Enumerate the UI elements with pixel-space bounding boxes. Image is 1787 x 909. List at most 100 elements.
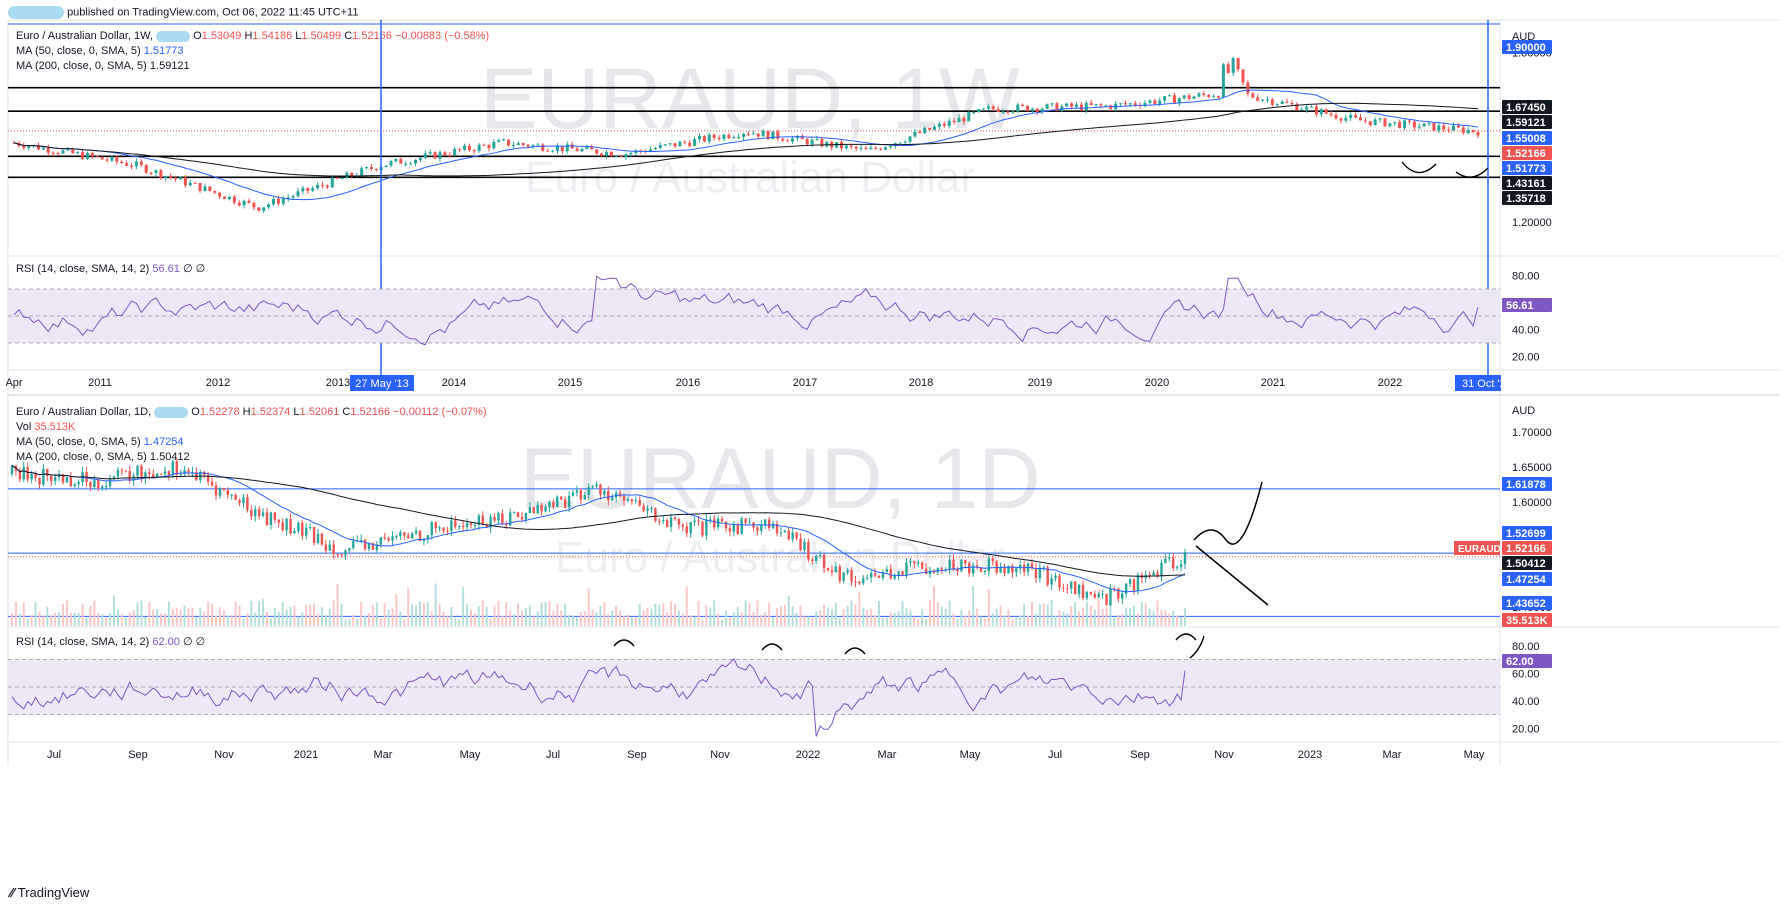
daily-price-tick: 1.45000	[1512, 602, 1552, 614]
daily-volume-bar	[925, 619, 928, 626]
daily-volume-bar	[999, 605, 1002, 626]
weekly-rsi-legend[interactable]: RSI (14, close, SMA, 14, 2) 56.61 ∅ ∅	[16, 263, 206, 275]
weekly-time-label: 2018	[909, 377, 933, 389]
daily-legend-symbol[interactable]: Euro / Australian Dollar, 1D, O1.52278 H…	[16, 406, 487, 418]
daily-volume-bar	[658, 604, 661, 626]
daily-candle-body	[250, 509, 253, 517]
daily-candle-body	[552, 502, 555, 507]
daily-volume-bar	[140, 600, 143, 626]
daily-vol-legend[interactable]: Vol 35.513K	[16, 421, 76, 433]
daily-candle-body	[826, 567, 830, 571]
daily-candle-body	[516, 512, 520, 517]
weekly-candle-body	[879, 148, 883, 150]
daily-candle-body	[336, 553, 339, 555]
daily-volume-bar	[583, 611, 586, 626]
daily-candle-body	[869, 573, 873, 578]
footer-brand[interactable]: ⁄⁄ TradingView	[10, 885, 90, 900]
daily-candle-body	[1117, 588, 1120, 599]
weekly-candle-body	[981, 108, 985, 110]
weekly-candle-body	[1246, 82, 1250, 94]
daily-candle-body	[764, 519, 767, 525]
daily-volume-bar	[1164, 610, 1167, 626]
daily-volume-bar	[779, 606, 782, 626]
weekly-candle-body	[781, 138, 785, 141]
weekly-candle-body	[316, 184, 320, 189]
daily-candle-body	[301, 522, 304, 536]
daily-candle-body	[246, 497, 249, 510]
daily-candle-body	[563, 499, 567, 508]
daily-volume-bar	[1168, 613, 1171, 626]
weekly-candle-body	[555, 146, 559, 151]
weekly-candle-body	[918, 131, 922, 134]
weekly-candle-body	[972, 111, 976, 113]
daily-candle-body	[862, 578, 865, 584]
daily-candle-body	[983, 571, 987, 573]
daily-volume-bar	[736, 606, 739, 626]
daily-time-label: Jul	[47, 749, 61, 761]
weekly-candle-body	[1045, 104, 1049, 109]
daily-volume-bar	[269, 618, 272, 626]
daily-volume-bar	[317, 613, 319, 626]
daily-candle-body	[924, 568, 928, 575]
daily-volume-bar	[1058, 610, 1061, 626]
daily-candle-body	[1046, 567, 1049, 585]
weekly-candle-body	[413, 159, 417, 164]
weekly-legend-symbol[interactable]: Euro / Australian Dollar, 1W, O1.53049 H…	[16, 30, 489, 42]
daily-ma200-legend[interactable]: MA (200, close, 0, SMA, 5) 1.50412	[16, 451, 190, 463]
daily-price-tag-bg	[1502, 613, 1552, 627]
daily-volume-bar	[791, 606, 794, 626]
daily-candle-body	[740, 518, 743, 534]
daily-volume-bar	[30, 614, 33, 626]
weekly-candle-body	[977, 109, 981, 112]
daily-candle-body	[775, 523, 779, 534]
daily-candle-body	[791, 532, 794, 540]
daily-rsi-legend[interactable]: RSI (14, close, SMA, 14, 2) 62.00 ∅ ∅	[16, 636, 206, 648]
weekly-candle-body	[986, 106, 990, 109]
daily-candle-body	[567, 495, 571, 508]
daily-rsi-annotation-arc	[844, 647, 866, 655]
daily-volume-bar	[65, 600, 68, 626]
weekly-ma200-legend[interactable]: MA (200, close, 0, SMA, 5) 1.59121	[16, 60, 190, 72]
daily-candle-body	[830, 570, 834, 573]
weekly-ma50-legend[interactable]: MA (50, close, 0, SMA, 5) 1.51773	[16, 45, 184, 57]
weekly-candle-body	[1285, 101, 1289, 103]
daily-candle-body	[512, 512, 516, 514]
daily-candle-body	[979, 567, 983, 572]
daily-volume-bar	[905, 608, 908, 626]
daily-candle-body	[940, 568, 943, 570]
daily-volume-bar	[1042, 603, 1045, 626]
daily-volume-bar	[430, 611, 433, 626]
weekly-candle-body	[237, 202, 241, 206]
daily-volume-bar	[246, 613, 249, 626]
daily-candle-body	[344, 550, 347, 556]
weekly-rsi-line	[13, 275, 1479, 346]
daily-rsi-tick: 20.00	[1512, 723, 1540, 735]
daily-volume-bar	[481, 600, 484, 626]
daily-ma50-legend[interactable]: MA (50, close, 0, SMA, 5) 1.47254	[16, 436, 184, 448]
daily-volume-bar	[732, 612, 735, 626]
weekly-candle-body	[1456, 125, 1460, 128]
daily-candle-body	[795, 532, 798, 539]
daily-rsi-tick: 40.00	[1512, 696, 1540, 708]
weekly-candle-body	[369, 167, 373, 169]
daily-rsi-tag-bg	[1502, 654, 1552, 668]
weekly-rsi-tag-bg	[1502, 298, 1552, 312]
daily-candle-body	[1081, 584, 1085, 599]
daily-candle-body	[866, 577, 869, 579]
daily-candle-body	[124, 470, 127, 472]
weekly-candle-body	[374, 168, 378, 171]
daily-candle-body	[461, 525, 465, 527]
daily-volume-bar	[273, 607, 276, 626]
daily-volume-bar	[540, 602, 543, 626]
daily-volume-bar	[1085, 601, 1088, 626]
weekly-candle-body	[1060, 106, 1064, 111]
daily-candle-body	[375, 544, 379, 550]
daily-candle-body	[1105, 593, 1108, 606]
redacted-badge	[154, 406, 189, 418]
daily-volume-bar	[721, 619, 724, 626]
weekly-candle-body	[1290, 102, 1294, 105]
daily-candle-body	[1175, 567, 1179, 569]
weekly-price-tag-bg	[1502, 161, 1552, 175]
daily-volume-bar	[677, 610, 680, 626]
daily-candle-body	[469, 523, 473, 525]
